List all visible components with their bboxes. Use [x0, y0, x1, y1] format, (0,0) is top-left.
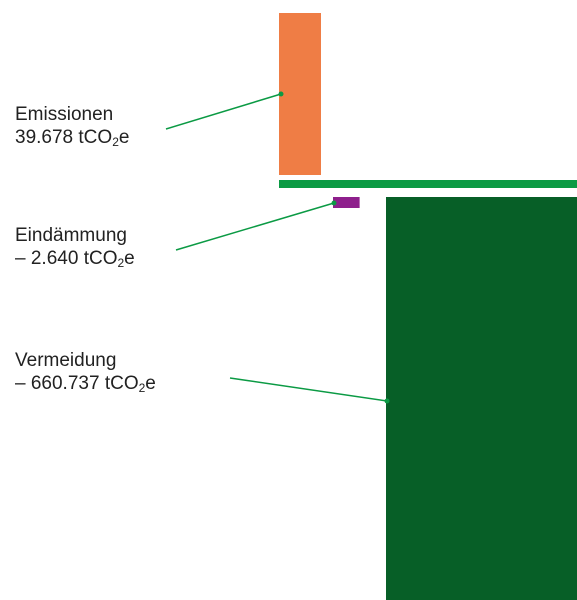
- leader-dot-eindaemmung: [331, 200, 337, 206]
- series-name: Emissionen: [15, 104, 114, 125]
- leader-dot-vermeidung: [384, 398, 390, 404]
- bar-emissionen: [279, 13, 321, 175]
- series-value: – 2.640 tCO2e: [15, 248, 135, 270]
- leader-line-vermeidung: [229, 377, 388, 402]
- leader-line-eindaemmung: [175, 202, 335, 251]
- bar-vermeidung: [386, 197, 577, 600]
- label-eindaemmung: Eindämmung – 2.640 tCO2e: [15, 224, 135, 270]
- leader-line-emissionen: [165, 93, 282, 130]
- series-value: – 660.737 tCO2e: [15, 373, 156, 395]
- series-name: Vermeidung: [15, 350, 117, 371]
- series-name: Eindämmung: [15, 225, 127, 246]
- baseline-bar: [279, 180, 577, 188]
- leader-dot-emissionen: [278, 91, 284, 97]
- label-vermeidung: Vermeidung – 660.737 tCO2e: [15, 349, 156, 395]
- bar-eindaemmung: [333, 197, 360, 208]
- label-emissionen: Emissionen 39.678 tCO2e: [15, 103, 129, 149]
- series-value: 39.678 tCO2e: [15, 127, 130, 149]
